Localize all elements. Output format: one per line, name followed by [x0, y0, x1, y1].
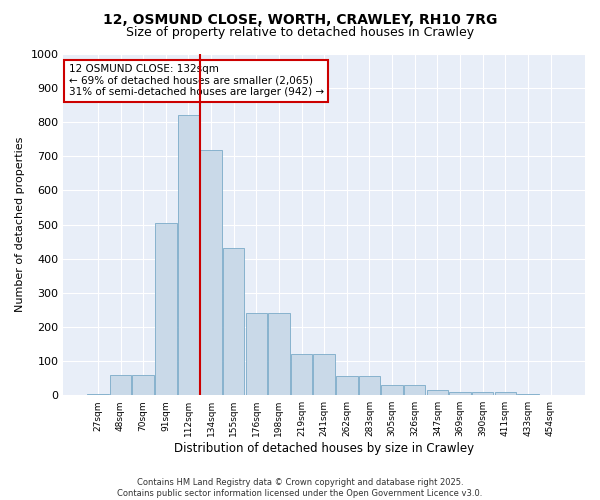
Bar [494, 392, 516, 395]
Bar [382, 385, 403, 395]
Bar [133, 374, 154, 395]
Bar [404, 385, 425, 395]
X-axis label: Distribution of detached houses by size in Crawley: Distribution of detached houses by size … [174, 442, 474, 455]
Text: Contains HM Land Registry data © Crown copyright and database right 2025.
Contai: Contains HM Land Registry data © Crown c… [118, 478, 482, 498]
Bar [313, 354, 335, 395]
Bar [517, 394, 539, 395]
Bar [336, 376, 358, 395]
Bar [427, 390, 448, 395]
Text: 12, OSMUND CLOSE, WORTH, CRAWLEY, RH10 7RG: 12, OSMUND CLOSE, WORTH, CRAWLEY, RH10 7… [103, 12, 497, 26]
Bar [87, 394, 109, 395]
Bar [449, 392, 471, 395]
Text: 12 OSMUND CLOSE: 132sqm
← 69% of detached houses are smaller (2,065)
31% of semi: 12 OSMUND CLOSE: 132sqm ← 69% of detache… [68, 64, 324, 98]
Y-axis label: Number of detached properties: Number of detached properties [15, 137, 25, 312]
Bar [200, 150, 222, 395]
Bar [540, 394, 561, 395]
Text: Size of property relative to detached houses in Crawley: Size of property relative to detached ho… [126, 26, 474, 39]
Bar [359, 376, 380, 395]
Bar [178, 116, 199, 395]
Bar [245, 314, 267, 395]
Bar [472, 392, 493, 395]
Bar [223, 248, 244, 395]
Bar [155, 223, 176, 395]
Bar [268, 314, 290, 395]
Bar [110, 374, 131, 395]
Bar [291, 354, 313, 395]
